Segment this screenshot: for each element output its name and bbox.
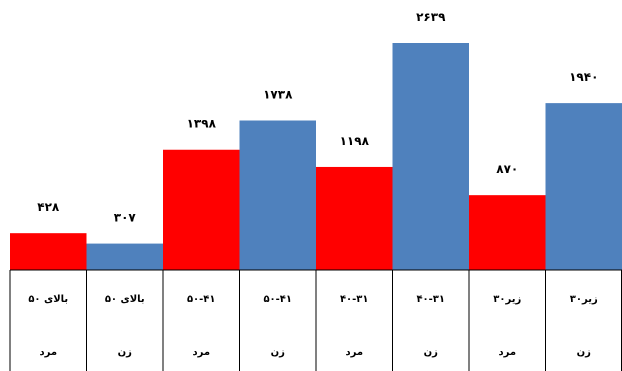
bar-6 <box>469 195 546 270</box>
bar-2 <box>163 149 240 270</box>
bar-0 <box>10 233 87 270</box>
category-gender-label-1: زن <box>118 347 133 358</box>
value-label-4: ۱۱۹۸ <box>340 134 370 148</box>
category-table: بالای ۵۰ مرد بالای ۵۰ زن ۵۰-۴۱ مرد ۵۰-۴۱ زن ۴۰-۳… <box>9 269 622 371</box>
bar-7 <box>545 103 622 270</box>
bar-1 <box>86 243 163 270</box>
bar-5 <box>392 43 469 270</box>
category-age-label-7: زیر۳۰ <box>570 294 598 305</box>
category-age-label-4: ۴۰-۳۱ <box>340 294 369 305</box>
category-gender-label-4: مرد <box>345 347 363 358</box>
category-age-label-0: بالای ۵۰ <box>28 294 68 305</box>
bar-4 <box>316 166 393 270</box>
category-age-label-6: زیر۳۰ <box>493 294 521 305</box>
value-labels-group: ۴۲۸ ۳۰۷ ۱۳۹۸ ۱۷۳۸ ۱۱۹۸ ۲۶۳۹ ۸۷۰ ۱۹۴۰ <box>37 10 598 225</box>
value-label-0: ۴۲۸ <box>37 200 60 214</box>
category-gender-label-6: مرد <box>498 347 516 358</box>
value-label-1: ۳۰۷ <box>114 211 137 225</box>
category-age-label-1: بالای ۵۰ <box>105 294 145 305</box>
category-age-label-3: ۵۰-۴۱ <box>263 294 292 305</box>
value-label-7: ۱۹۴۰ <box>569 70 598 84</box>
category-gender-label-7: زن <box>577 347 592 358</box>
category-gender-label-3: زن <box>271 347 286 358</box>
value-label-5: ۲۶۳۹ <box>416 10 446 24</box>
category-age-label-5: ۴۰-۳۱ <box>416 294 445 305</box>
category-gender-label-2: مرد <box>192 347 210 358</box>
category-age-label-2: ۵۰-۴۱ <box>187 294 216 305</box>
value-label-6: ۸۷۰ <box>496 162 518 176</box>
bars-group <box>10 43 622 270</box>
category-gender-label-5: زن <box>424 347 439 358</box>
value-label-2: ۱۳۹۸ <box>187 117 217 131</box>
bar-3 <box>239 120 316 270</box>
value-label-3: ۱۷۳۸ <box>263 88 293 102</box>
category-gender-label-0: مرد <box>39 347 57 358</box>
